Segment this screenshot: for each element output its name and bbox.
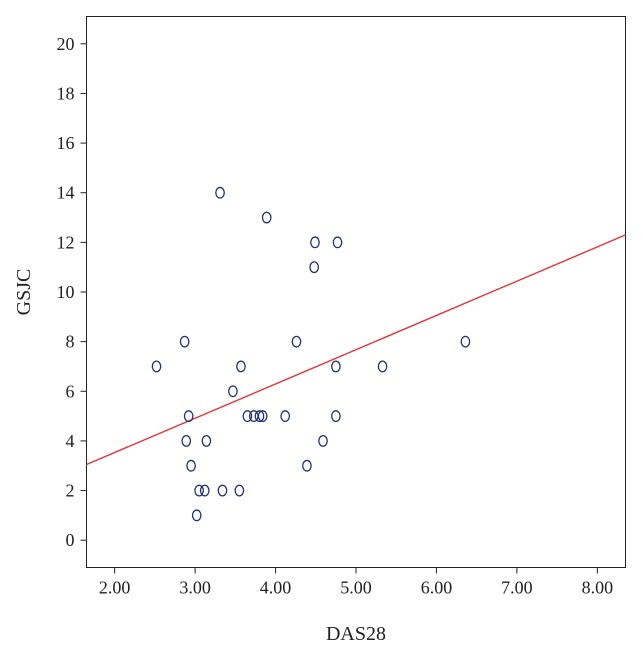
data-point	[236, 360, 246, 373]
data-point	[310, 236, 320, 249]
x-tick-label: 3.00	[179, 578, 211, 598]
data-point	[215, 186, 225, 199]
y-tick-label: 20	[57, 34, 75, 54]
data-point	[228, 385, 238, 398]
data-point	[331, 360, 341, 373]
data-point	[151, 360, 162, 373]
data-point	[332, 236, 343, 249]
x-tick-label: 4.00	[260, 578, 292, 598]
data-point	[217, 484, 228, 497]
y-tick-label: 14	[57, 183, 75, 203]
data-point	[179, 335, 190, 348]
regression-line	[86, 234, 626, 466]
y-tick-label: 4	[66, 431, 75, 451]
data-point	[291, 335, 302, 348]
x-tick-label: 2.00	[99, 578, 131, 598]
y-tick-label: 12	[57, 232, 75, 252]
y-tick-label: 0	[66, 530, 75, 550]
y-tick-label: 8	[66, 332, 75, 352]
y-tick-label: 16	[57, 133, 75, 153]
data-point	[242, 410, 253, 423]
data-point	[331, 410, 341, 423]
x-axis-title: DAS28	[326, 623, 386, 645]
x-tick-label: 8.00	[582, 578, 614, 598]
data-point	[280, 410, 291, 423]
x-tick-label: 5.00	[340, 578, 372, 598]
y-tick-label: 6	[66, 381, 75, 401]
y-axis-title: GSJC	[13, 269, 35, 316]
data-point	[261, 211, 272, 224]
data-point	[377, 360, 388, 373]
data-point	[309, 261, 320, 274]
data-point	[191, 509, 202, 522]
y-tick-label: 10	[57, 282, 75, 302]
data-point	[318, 434, 328, 447]
data-point	[234, 484, 245, 497]
points-layer	[151, 186, 471, 522]
x-tick-label: 6.00	[421, 578, 453, 598]
data-point	[194, 484, 204, 497]
data-point	[181, 434, 192, 447]
data-point	[186, 459, 196, 472]
y-tick-label: 18	[57, 83, 75, 103]
data-point	[302, 459, 312, 472]
data-point	[257, 410, 268, 423]
fit-line-layer	[86, 234, 626, 466]
data-point	[254, 410, 265, 423]
data-point	[460, 335, 471, 348]
x-tick-label: 7.00	[501, 578, 533, 598]
y-tick-label: 2	[66, 481, 75, 501]
y-axis: 0 2 4 6 8 10 12 14 16 18 20	[57, 34, 87, 550]
x-axis: 2.00 3.00 4.00 5.00 6.00 7.00 8.00	[99, 567, 614, 598]
data-point	[201, 434, 212, 447]
data-point	[183, 410, 194, 423]
data-point	[199, 484, 210, 497]
plot-frame	[86, 16, 626, 568]
